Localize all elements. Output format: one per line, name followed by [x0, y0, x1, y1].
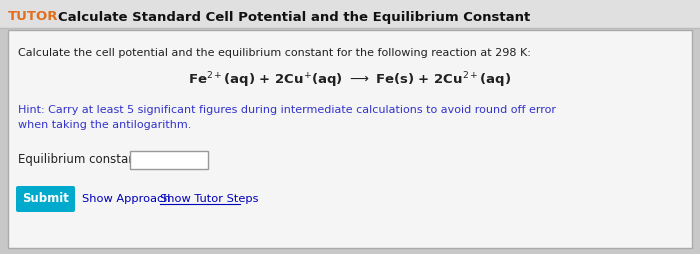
Text: Show Tutor Steps: Show Tutor Steps [160, 194, 258, 204]
Text: Show Approach: Show Approach [82, 194, 171, 204]
FancyBboxPatch shape [16, 186, 75, 212]
FancyBboxPatch shape [8, 30, 692, 248]
FancyBboxPatch shape [0, 0, 700, 28]
FancyBboxPatch shape [130, 151, 208, 169]
Text: when taking the antilogarithm.: when taking the antilogarithm. [18, 120, 191, 130]
Text: Fe$^{2+}$(aq) + 2Cu$^{+}$(aq) $\longrightarrow$ Fe(s) + 2Cu$^{2+}$(aq): Fe$^{2+}$(aq) + 2Cu$^{+}$(aq) $\longrigh… [188, 70, 512, 90]
Text: Calculate the cell potential and the equilibrium constant for the following reac: Calculate the cell potential and the equ… [18, 48, 531, 58]
Text: Equilibrium constant:: Equilibrium constant: [18, 153, 144, 166]
Text: Hint: Carry at least 5 significant figures during intermediate calculations to a: Hint: Carry at least 5 significant figur… [18, 105, 556, 115]
Text: Submit: Submit [22, 193, 69, 205]
Text: TUTOR: TUTOR [8, 10, 59, 24]
Text: Calculate Standard Cell Potential and the Equilibrium Constant: Calculate Standard Cell Potential and th… [58, 10, 531, 24]
